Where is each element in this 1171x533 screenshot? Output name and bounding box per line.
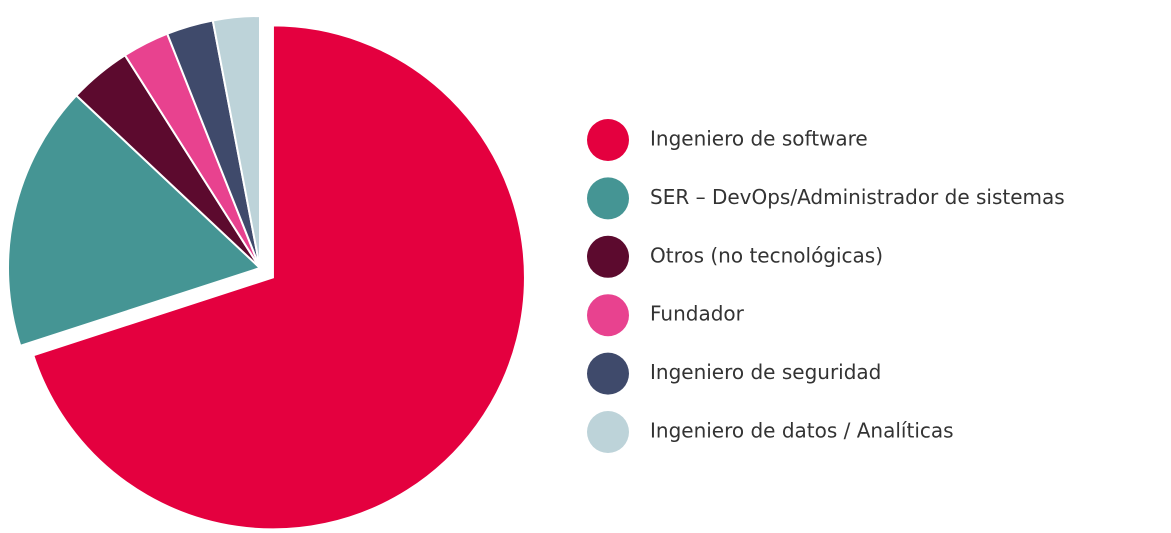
legend-swatch — [587, 294, 629, 337]
legend-label: Ingeniero de datos / Analíticas — [650, 419, 954, 443]
legend-swatch — [587, 177, 629, 220]
legend-swatch — [587, 352, 629, 395]
legend-label: Ingeniero de software — [650, 127, 868, 151]
pie-slice — [211, 14, 261, 269]
pie-slice — [32, 24, 526, 531]
legend-swatch — [587, 235, 629, 278]
legend-swatch — [587, 411, 629, 453]
pie-slice — [7, 94, 262, 348]
legend-label: SER – DevOps/Administrador de sistemas — [650, 185, 1065, 209]
legend-swatch — [587, 119, 629, 161]
legend-label: Fundador — [650, 302, 745, 326]
legend-label: Ingeniero de seguridad — [650, 360, 881, 384]
legend-label: Otros (no tecnológicas) — [650, 243, 883, 267]
